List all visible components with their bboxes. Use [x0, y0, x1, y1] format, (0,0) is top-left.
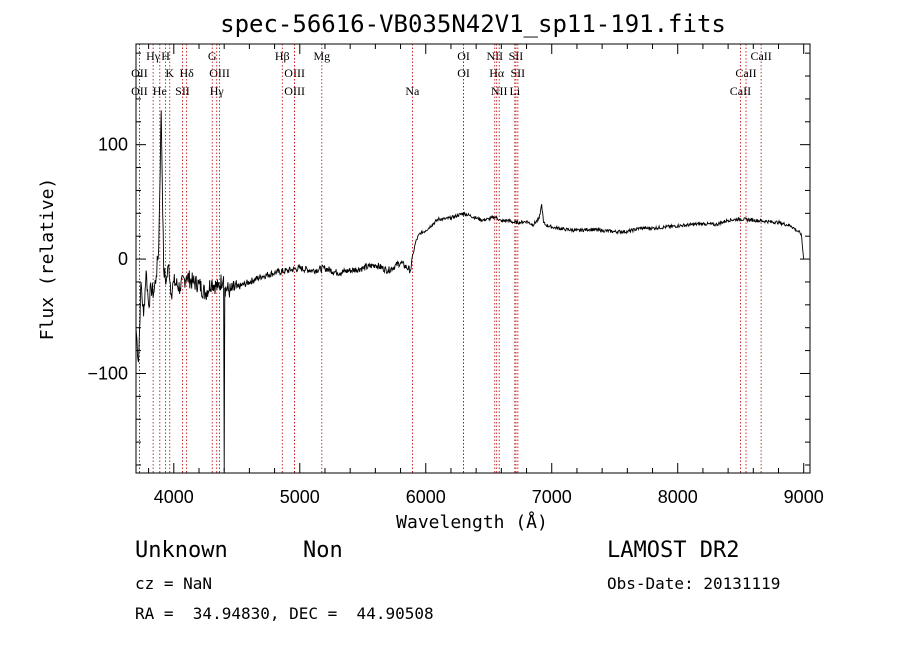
object-subclass: Non: [303, 538, 343, 563]
emission-line-label: OI: [457, 66, 470, 80]
chart-title: spec-56616-VB035N42V1_sp11-191.fits: [220, 10, 726, 38]
x-tick-label: 6000: [406, 487, 446, 507]
emission-line-label: Hβ: [275, 49, 290, 63]
y-tick-label: 100: [98, 135, 128, 155]
emission-line-label: SII: [175, 84, 190, 98]
spectrum-series-line: [135, 110, 805, 471]
plot-frame: [135, 43, 811, 474]
emission-line-label: H: [161, 49, 170, 63]
emission-line-label: Na: [405, 84, 420, 98]
emission-line-label: CaII: [730, 84, 751, 98]
emission-line-label: Li: [509, 84, 520, 98]
emission-line-label: SII: [511, 66, 526, 80]
emission-line-label: NII: [491, 84, 508, 98]
y-tick-label: 0: [118, 249, 128, 269]
emission-line-label: CaII: [735, 66, 756, 80]
y-tick-label: −100: [87, 363, 128, 383]
series-layer: [135, 110, 805, 471]
emission-line-label: He: [153, 84, 167, 98]
redshift-text: cz = NaN: [135, 574, 213, 593]
emission-line-label: Hδ: [179, 66, 194, 80]
x-tick-label: 4000: [154, 487, 194, 507]
axis-ticks: 4000 5000 6000 7000 8000 9000 −100 0 100: [87, 44, 824, 507]
emission-line-label: Hα: [489, 66, 505, 80]
x-tick-label: 7000: [532, 487, 572, 507]
survey-name: LAMOST DR2: [607, 538, 740, 563]
emission-line-label: OII: [131, 84, 148, 98]
obs-date-text: Obs-Date: 20131119: [607, 574, 781, 593]
emission-line-label: G: [208, 49, 217, 63]
x-tick-label: 5000: [280, 487, 320, 507]
emission-lines: OIIOIIHγHeHKSIIHδGOIIIHγHβOIIIOIIIMgNaOI…: [131, 44, 772, 473]
emission-line-label: NII: [486, 49, 503, 63]
emission-line-label: SII: [509, 49, 524, 63]
emission-line-label: OIII: [284, 84, 305, 98]
emission-line-label: Hγ: [146, 49, 161, 63]
coordinates-text: RA = 34.94830, DEC = 44.90508: [135, 604, 434, 623]
emission-line-label: Mg: [313, 49, 330, 63]
x-tick-label: 8000: [658, 487, 698, 507]
emission-line-label: CaII: [750, 49, 771, 63]
emission-line-label: OIII: [209, 66, 230, 80]
x-tick-label: 9000: [784, 487, 824, 507]
emission-line-label: K: [165, 66, 174, 80]
object-class: Unknown: [135, 538, 228, 563]
x-axis-label: Wavelength (Å): [396, 511, 548, 533]
emission-line-label: Hγ: [210, 84, 225, 98]
y-axis-label: Flux (relative): [37, 178, 58, 341]
